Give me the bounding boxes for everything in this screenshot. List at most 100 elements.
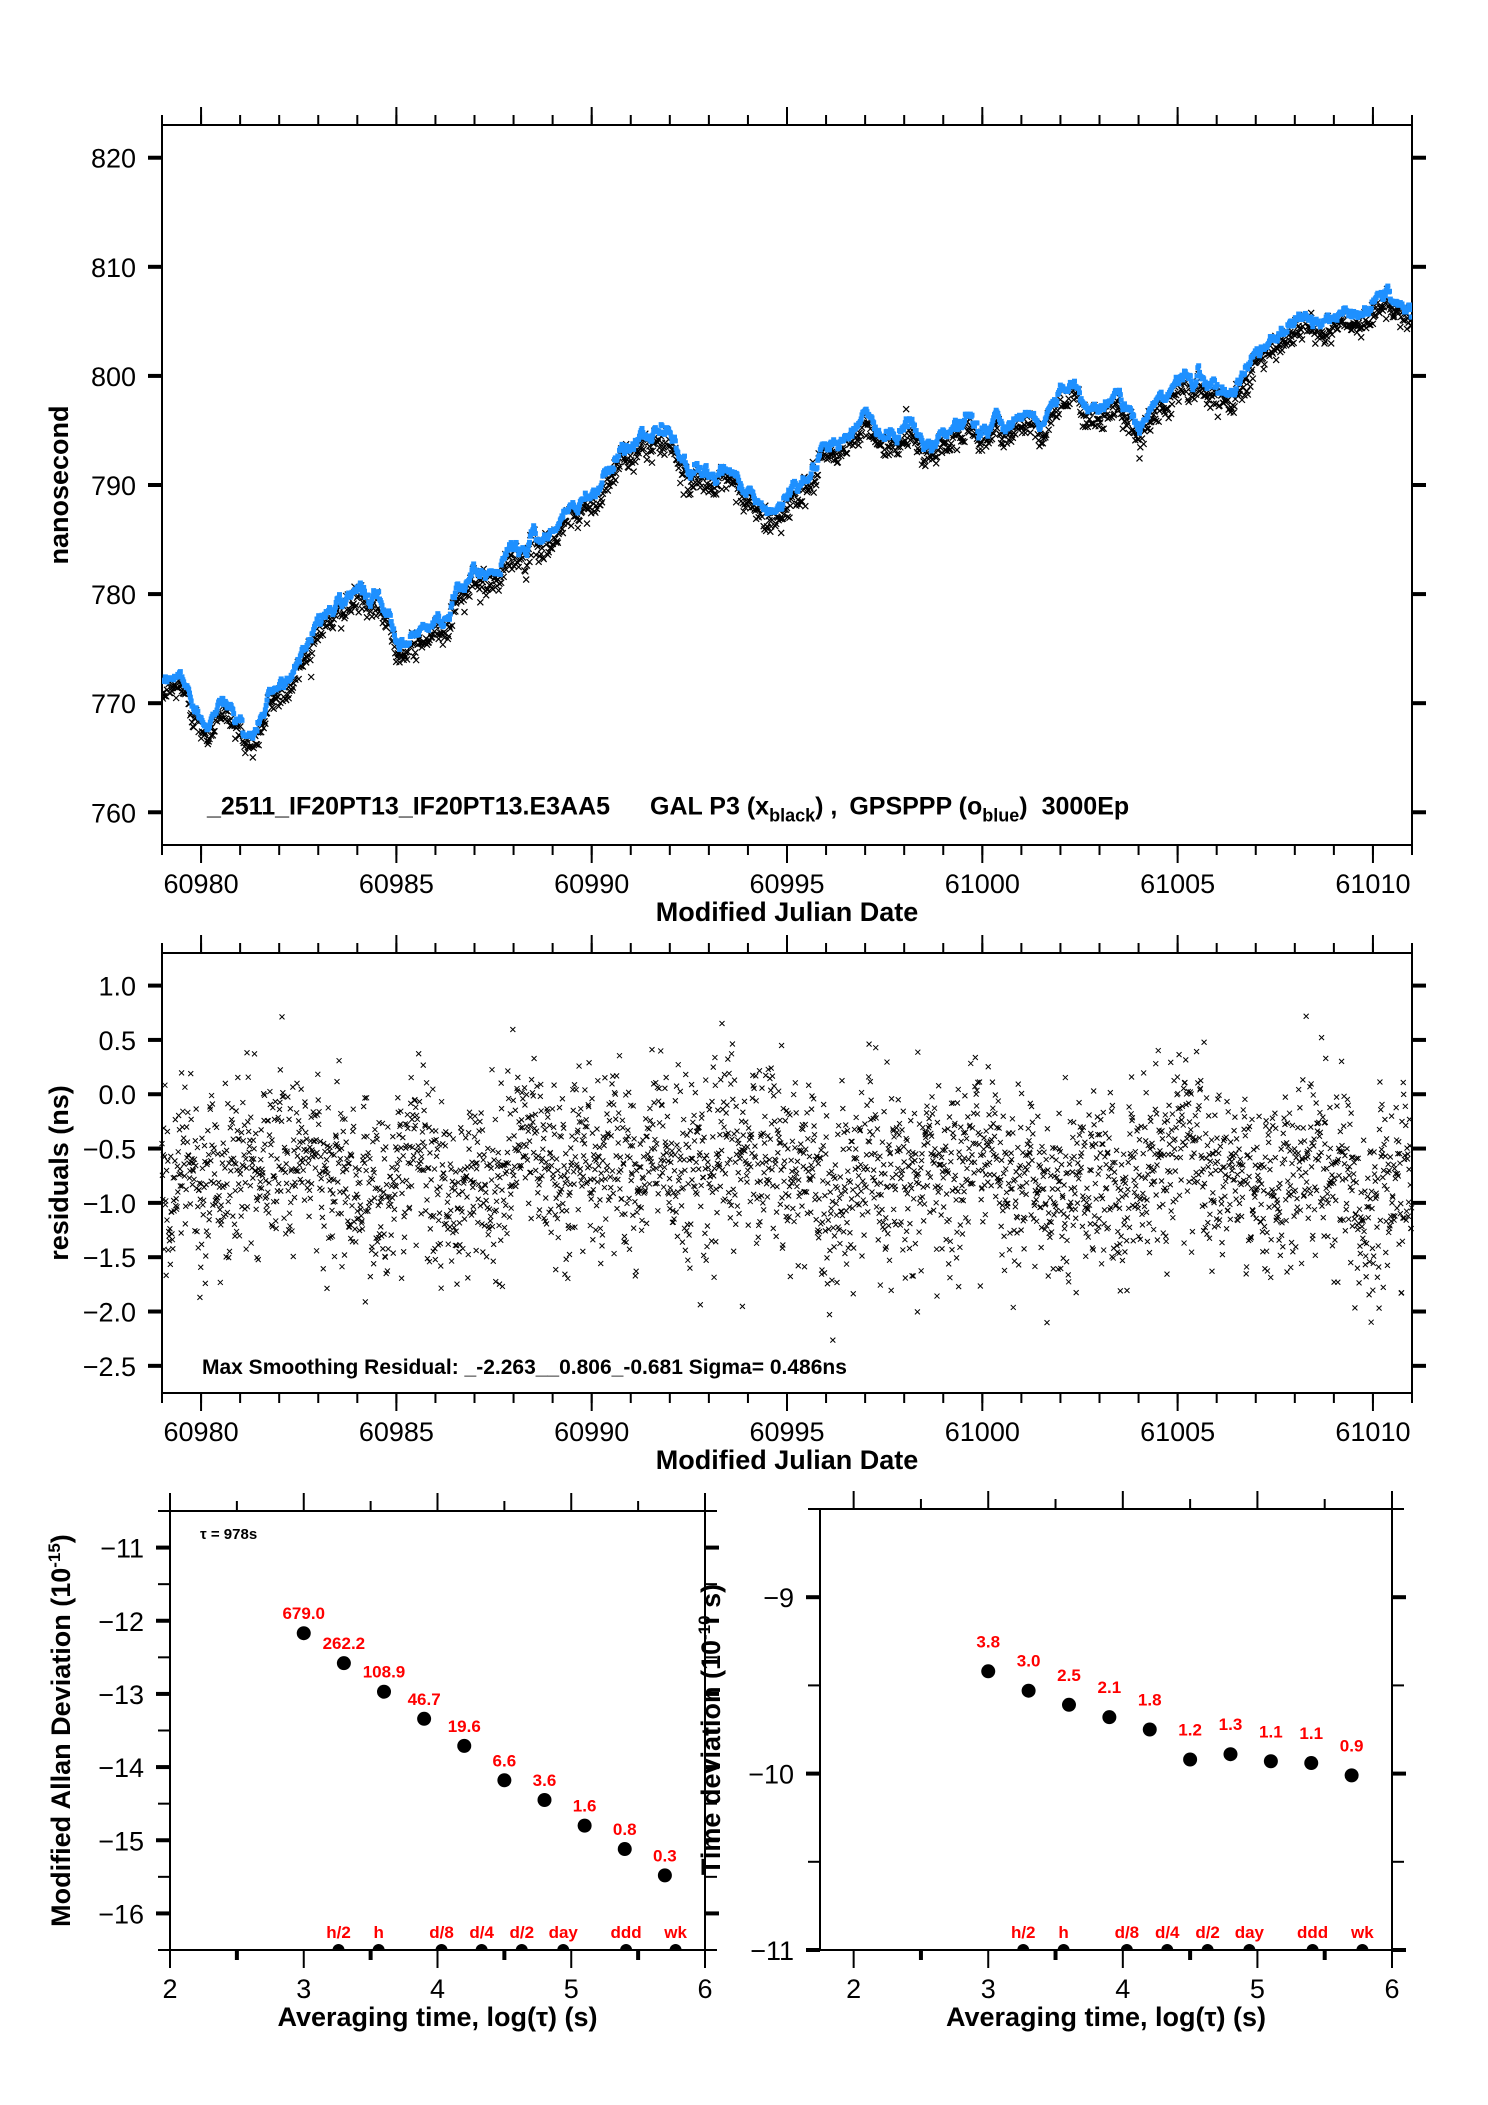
- residual-marker: [321, 1162, 328, 1169]
- residual-marker: [859, 1253, 865, 1259]
- o-marker: [1284, 329, 1290, 335]
- o-marker: [1148, 406, 1154, 412]
- residual-marker: [404, 1125, 411, 1132]
- residual-marker: [504, 1149, 511, 1156]
- residual-marker: [216, 1192, 222, 1199]
- x-marker: [522, 576, 530, 584]
- residual-marker: [362, 1095, 368, 1101]
- residual-marker: [494, 1183, 500, 1190]
- o-marker: [1143, 417, 1149, 423]
- residual-marker: [590, 1186, 597, 1193]
- residual-marker: [387, 1173, 394, 1180]
- residual-marker: [871, 1177, 878, 1184]
- residual-marker: [344, 1218, 351, 1224]
- residual-marker: [844, 1219, 850, 1226]
- residual-marker: [371, 1195, 378, 1202]
- o-marker: [213, 710, 219, 716]
- x-marker: [207, 732, 215, 740]
- o-marker: [332, 604, 338, 610]
- residual-marker: [637, 1141, 644, 1147]
- o-marker: [264, 697, 270, 703]
- residual-marker: [349, 1128, 356, 1135]
- residual-marker: [365, 1203, 372, 1210]
- x-marker: [448, 622, 456, 630]
- residual-marker: [577, 1166, 584, 1172]
- residual-marker: [542, 1195, 549, 1201]
- residual-marker: [534, 1083, 540, 1090]
- o-marker: [1340, 310, 1346, 316]
- residual-marker: [648, 1158, 655, 1165]
- residual-marker: [284, 1148, 290, 1155]
- x-marker: [1261, 360, 1268, 368]
- residual-marker: [192, 1162, 199, 1169]
- residual-marker: [740, 1132, 747, 1138]
- residual-marker: [442, 1142, 449, 1149]
- residual-marker: [189, 1166, 196, 1173]
- residual-marker: [880, 1161, 887, 1168]
- residual-marker: [462, 1134, 469, 1141]
- residual-marker: [771, 1083, 777, 1089]
- x-marker: [722, 485, 730, 492]
- residual-marker: [887, 1161, 894, 1168]
- residual-marker: [824, 1255, 830, 1261]
- o-marker: [855, 423, 861, 429]
- residual-marker: [784, 1217, 791, 1224]
- residual-marker: [529, 1112, 535, 1119]
- residual-marker: [671, 1167, 678, 1174]
- x-marker: [537, 550, 545, 558]
- residual-marker: [465, 1129, 472, 1136]
- residual-marker: [334, 1179, 341, 1185]
- residual-marker: [585, 1103, 592, 1110]
- x-marker: [932, 459, 940, 467]
- y-tick-label: 0.5: [98, 1026, 136, 1056]
- x-marker: [948, 444, 956, 452]
- residual-marker: [484, 1145, 491, 1152]
- residual-marker: [792, 1079, 799, 1086]
- residual-marker: [414, 1116, 421, 1123]
- residual-marker: [680, 1184, 687, 1191]
- residual-marker: [677, 1088, 684, 1095]
- x-marker: [661, 451, 668, 459]
- residual-marker: [379, 1194, 385, 1200]
- x-marker: [893, 450, 901, 458]
- o-marker: [1229, 388, 1235, 394]
- residual-marker: [544, 1108, 551, 1115]
- o-marker: [1257, 353, 1262, 359]
- residual-marker: [611, 1250, 617, 1257]
- residual-marker: [418, 1210, 425, 1217]
- residual-marker: [450, 1220, 457, 1226]
- o-marker: [704, 468, 710, 474]
- residual-marker: [734, 1203, 741, 1209]
- residual-marker: [169, 1236, 176, 1243]
- o-marker: [332, 607, 337, 613]
- residual-marker: [453, 1228, 460, 1235]
- residual-marker: [810, 1095, 817, 1102]
- residual-marker: [497, 1237, 504, 1244]
- residual-marker: [809, 1166, 816, 1172]
- o-marker: [367, 603, 373, 609]
- residual-marker: [626, 1246, 633, 1253]
- residual-marker: [298, 1086, 305, 1092]
- residual-marker: [262, 1141, 268, 1148]
- residual-marker: [558, 1133, 565, 1140]
- o-marker: [1118, 397, 1124, 403]
- residual-marker: [793, 1170, 800, 1177]
- residual-marker: [250, 1156, 257, 1162]
- residual-marker: [762, 1072, 769, 1079]
- residual-marker: [518, 1162, 525, 1169]
- residual-marker: [848, 1138, 855, 1145]
- residual-marker: [882, 1215, 889, 1221]
- residual-marker: [593, 1202, 600, 1209]
- residual-marker: [224, 1181, 230, 1187]
- x-marker: [942, 438, 950, 446]
- residual-marker: [842, 1250, 848, 1257]
- residual-marker: [746, 1161, 752, 1168]
- x-marker: [766, 528, 774, 536]
- residual-marker: [660, 1184, 667, 1190]
- residual-marker: [245, 1074, 252, 1081]
- residual-marker: [619, 1117, 626, 1124]
- residual-marker: [664, 1144, 670, 1151]
- residual-marker: [376, 1119, 382, 1126]
- residual-marker: [415, 1050, 422, 1057]
- residual-marker: [589, 1130, 596, 1136]
